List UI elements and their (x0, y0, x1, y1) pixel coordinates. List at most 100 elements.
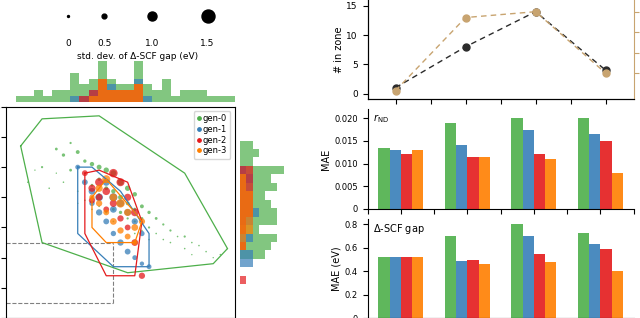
gen-0 (108, 189, 118, 194)
Bar (534, 254, 545, 318)
Polygon shape (240, 107, 259, 318)
gen-0 (72, 201, 83, 206)
Bar (456, 261, 467, 318)
gen-2 (130, 240, 140, 245)
gen-2 (101, 207, 111, 212)
Text: std. dev. of Δ-SCF gap (eV): std. dev. of Δ-SCF gap (eV) (77, 52, 198, 61)
gen-1 (108, 207, 118, 212)
Polygon shape (240, 107, 284, 318)
Text: 0.5: 0.5 (97, 39, 111, 48)
Bar (578, 233, 589, 318)
Bar (600, 141, 612, 209)
gen-0 (80, 159, 90, 164)
gen-1 (87, 189, 97, 194)
Bar (378, 148, 390, 209)
Bar (545, 159, 556, 209)
gen-3 (108, 195, 118, 200)
gen-0 (94, 192, 104, 197)
gen-0 (158, 222, 168, 227)
gen-0 (187, 240, 197, 245)
Point (147, 13, 157, 18)
gen-0 (108, 171, 118, 176)
gen-0 (58, 180, 68, 185)
gen-0 (80, 180, 90, 185)
Bar (589, 134, 600, 209)
Bar (378, 257, 390, 318)
Bar (479, 264, 490, 318)
gen-0 (94, 177, 104, 182)
gen-0 (72, 149, 83, 155)
gen-3 (137, 219, 147, 224)
Bar (511, 225, 522, 318)
gen-2 (94, 180, 104, 185)
gen-0 (101, 168, 111, 173)
Legend: gen-0, gen-1, gen-2, gen-3: gen-0, gen-1, gen-2, gen-3 (193, 111, 230, 159)
Bar (401, 155, 412, 209)
Bar (445, 123, 456, 209)
Bar (456, 145, 467, 209)
gen-0 (137, 216, 147, 221)
gen-0 (208, 255, 218, 260)
gen-2 (101, 189, 111, 194)
gen-3 (87, 195, 97, 200)
gen-1 (122, 210, 132, 215)
Text: $r_\mathrm{ND}$: $r_\mathrm{ND}$ (373, 112, 388, 125)
Bar (522, 236, 534, 318)
gen-0 (87, 162, 97, 167)
Polygon shape (6, 61, 235, 102)
Bar (511, 118, 522, 209)
Text: $\Delta$-SCF gap: $\Delta$-SCF gap (373, 222, 424, 236)
gen-0 (137, 228, 147, 233)
gen-0 (94, 204, 104, 209)
Bar (479, 157, 490, 209)
Bar (467, 157, 479, 209)
gen-0 (122, 201, 132, 206)
gen-0 (187, 252, 197, 257)
Y-axis label: # in zone: # in zone (333, 26, 344, 73)
gen-0 (122, 186, 132, 191)
gen-1 (130, 219, 140, 224)
gen-0 (101, 186, 111, 191)
Bar (600, 249, 612, 318)
gen-1 (94, 210, 104, 215)
Text: 0: 0 (65, 39, 71, 48)
gen-0 (130, 231, 140, 236)
gen-0 (151, 216, 161, 221)
gen-1 (94, 195, 104, 200)
gen-0 (151, 231, 161, 236)
gen-0 (108, 207, 118, 212)
gen-0 (101, 210, 111, 215)
Point (99, 13, 109, 18)
Bar (412, 150, 424, 209)
gen-0 (201, 249, 211, 254)
gen-2 (87, 198, 97, 203)
Bar (578, 118, 589, 209)
Polygon shape (240, 107, 253, 318)
Bar (467, 259, 479, 318)
gen-2 (108, 171, 118, 176)
gen-0 (165, 228, 175, 233)
gen-0 (137, 204, 147, 209)
gen-0 (87, 207, 97, 212)
gen-3 (94, 201, 104, 206)
gen-0 (144, 237, 154, 242)
gen-1 (108, 231, 118, 236)
gen-0 (130, 219, 140, 224)
gen-2 (122, 195, 132, 200)
gen-0 (194, 243, 204, 248)
Polygon shape (6, 79, 235, 102)
gen-3 (122, 234, 132, 239)
gen-3 (101, 210, 111, 215)
gen-0 (215, 252, 225, 257)
gen-1 (101, 219, 111, 224)
gen-3 (94, 186, 104, 191)
gen-2 (80, 171, 90, 176)
gen-3 (130, 240, 140, 245)
gen-1 (137, 261, 147, 266)
gen-0 (94, 165, 104, 170)
gen-0 (144, 225, 154, 230)
gen-0 (130, 207, 140, 212)
Polygon shape (6, 79, 235, 102)
Bar (401, 257, 412, 318)
gen-3 (122, 210, 132, 215)
